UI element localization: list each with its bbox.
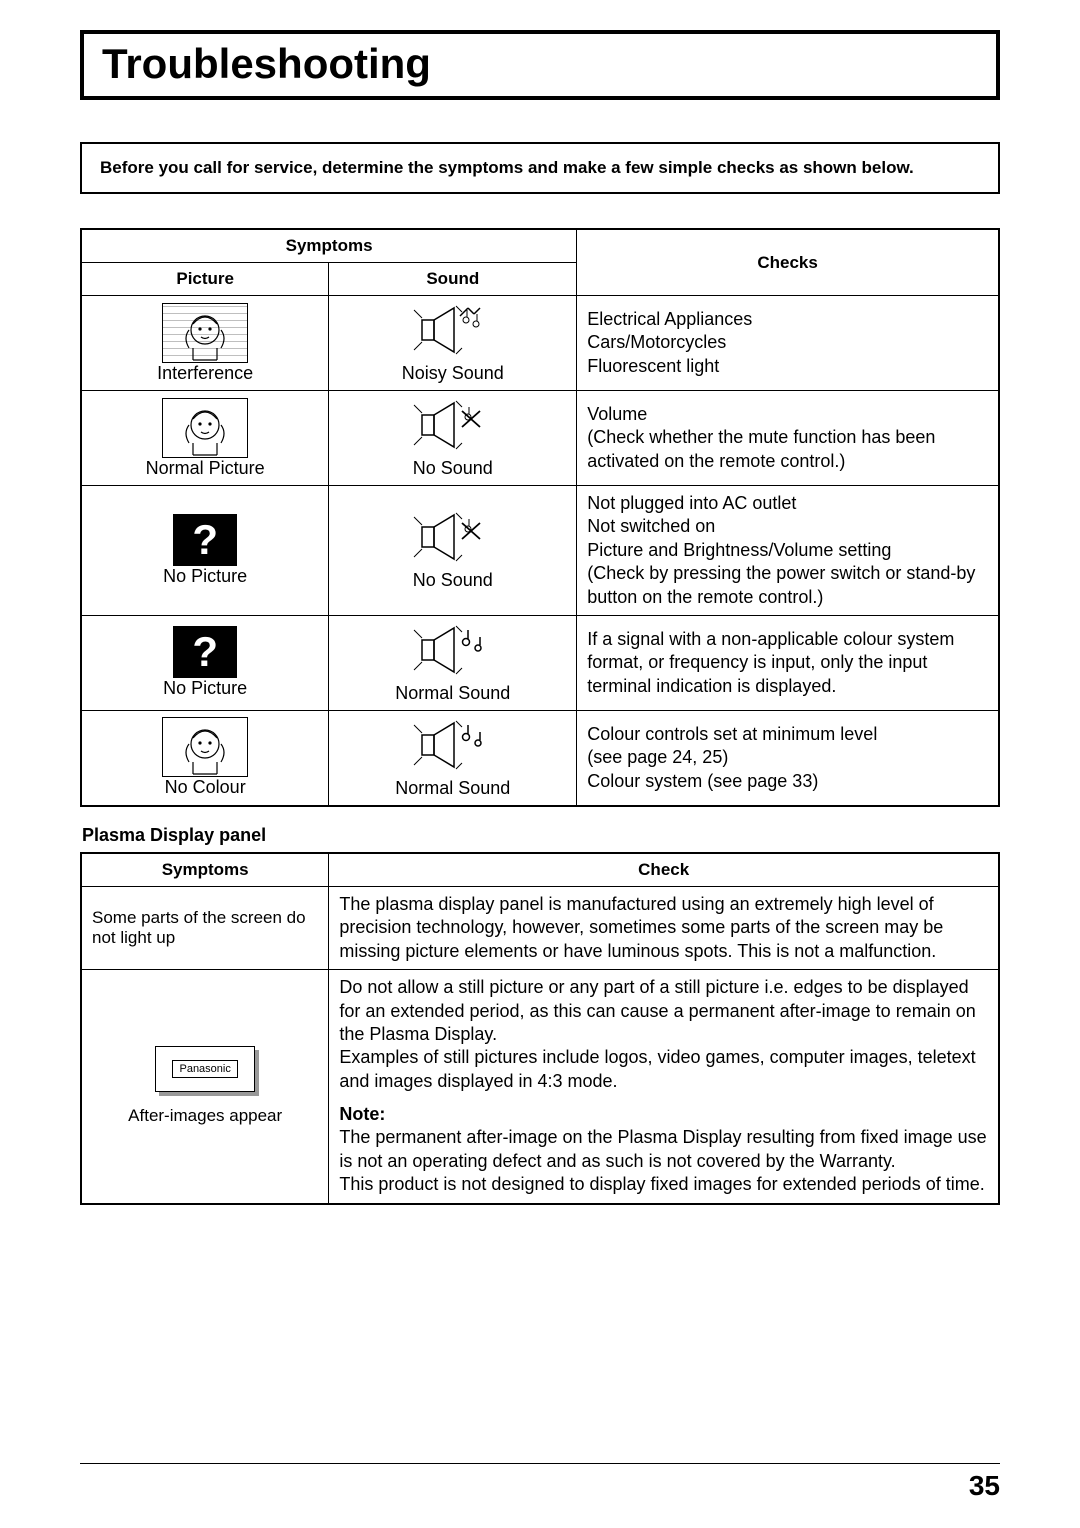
table-row: ? No Picture No Sound Not plugged into A… (81, 486, 999, 616)
face-icon (162, 717, 248, 777)
check-cell: Volume(Check whether the mute function h… (577, 391, 999, 486)
symptom-label: After-images appear (92, 1106, 318, 1126)
picture-cell: ? No Picture (81, 486, 329, 616)
symptom-cell: Some parts of the screen do not light up (81, 886, 329, 969)
speaker-icon (408, 397, 498, 458)
header2-check: Check (329, 853, 999, 887)
troubleshooting-table: Symptoms Checks Picture Sound Interferen… (80, 228, 1000, 807)
header-picture: Picture (81, 263, 329, 296)
sound-label: No Sound (339, 570, 566, 591)
speaker-icon (408, 302, 498, 363)
picture-label: No Picture (92, 678, 318, 699)
sound-cell: Noisy Sound (329, 296, 577, 391)
sound-cell: No Sound (329, 486, 577, 616)
no-picture-icon: ? (173, 626, 237, 678)
table-row: ? No Picture Normal Sound If a signal wi… (81, 615, 999, 710)
sound-label: Normal Sound (339, 683, 566, 704)
sound-cell: Normal Sound (329, 615, 577, 710)
footer-rule (80, 1463, 1000, 1464)
sound-label: Noisy Sound (339, 363, 566, 384)
picture-cell: No Colour (81, 710, 329, 806)
picture-cell: Normal Picture (81, 391, 329, 486)
check-cell: If a signal with a non-applicable colour… (577, 615, 999, 710)
sound-cell: Normal Sound (329, 710, 577, 806)
page-number: 35 (969, 1470, 1000, 1502)
sound-label: No Sound (339, 458, 566, 479)
sound-cell: No Sound (329, 391, 577, 486)
table-row: Normal Picture No Sound Volume(Check whe… (81, 391, 999, 486)
picture-label: No Picture (92, 566, 318, 587)
no-picture-icon: ? (173, 514, 237, 566)
intro-text: Before you call for service, determine t… (80, 142, 1000, 194)
picture-label: Interference (92, 363, 318, 384)
logo-icon: Panasonic (155, 1046, 255, 1092)
table-row: Panasonic After-images appear Do not all… (81, 970, 999, 1204)
header-symptoms: Symptoms (81, 229, 577, 263)
interference-icon (162, 303, 248, 363)
symptom-label: Some parts of the screen do not light up (92, 908, 318, 948)
header-sound: Sound (329, 263, 577, 296)
picture-label: No Colour (92, 777, 318, 798)
table-row: Some parts of the screen do not light up… (81, 886, 999, 969)
note-label: Note: (339, 1104, 385, 1124)
check-cell: Electrical AppliancesCars/MotorcyclesFlu… (577, 296, 999, 391)
plasma-table: Symptoms Check Some parts of the screen … (80, 852, 1000, 1205)
page-title-box: Troubleshooting (80, 30, 1000, 100)
speaker-icon (408, 509, 498, 570)
sound-label: Normal Sound (339, 778, 566, 799)
table-row: Interference Noisy Sound Electrical Appl… (81, 296, 999, 391)
symptom-cell: Panasonic After-images appear (81, 970, 329, 1204)
header-checks: Checks (577, 229, 999, 296)
check-cell: The plasma display panel is manufactured… (329, 886, 999, 969)
picture-cell: Interference (81, 296, 329, 391)
check-cell: Do not allow a still picture or any part… (329, 970, 999, 1204)
speaker-icon (408, 622, 498, 683)
plasma-heading: Plasma Display panel (82, 825, 1000, 846)
check-cell: Colour controls set at minimum level(see… (577, 710, 999, 806)
face-icon (162, 398, 248, 458)
page-title: Troubleshooting (102, 40, 978, 88)
check-cell: Not plugged into AC outletNot switched o… (577, 486, 999, 616)
table-row: No Colour Normal Sound Colour controls s… (81, 710, 999, 806)
logo-text: Panasonic (172, 1060, 237, 1078)
picture-label: Normal Picture (92, 458, 318, 479)
header2-symptoms: Symptoms (81, 853, 329, 887)
speaker-icon (408, 717, 498, 778)
picture-cell: ? No Picture (81, 615, 329, 710)
